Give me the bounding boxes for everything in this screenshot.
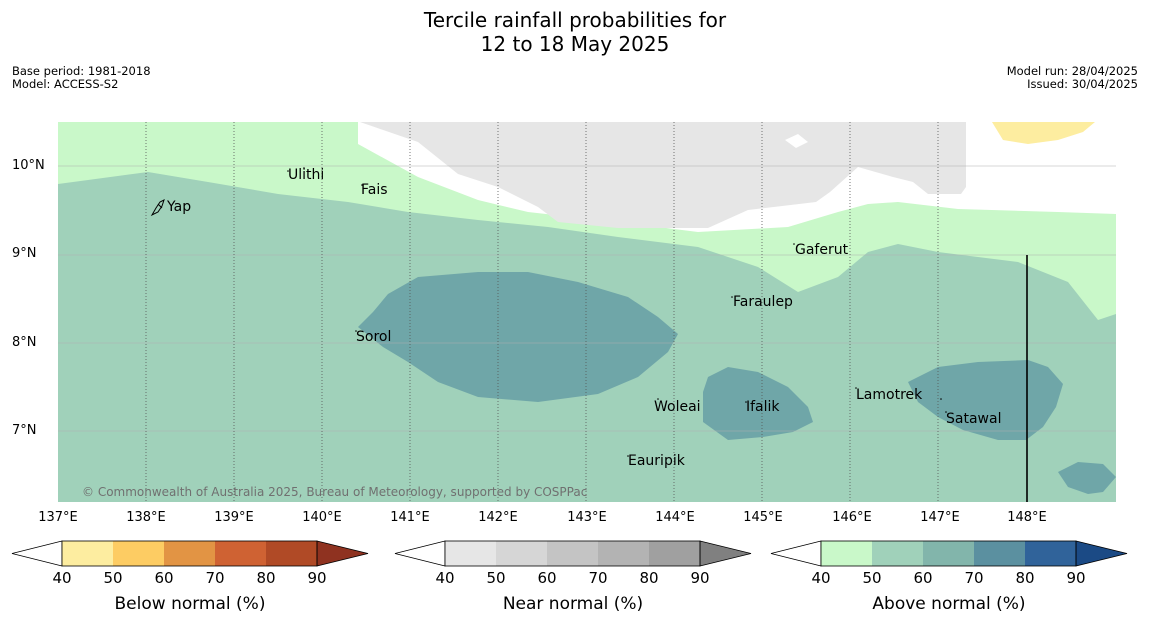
near-normal-40-patch: [785, 134, 808, 148]
lon-label-147e: 147°E: [920, 510, 960, 525]
colorbar-below-swatch: [113, 541, 164, 566]
above-tick: 70: [964, 569, 984, 587]
near-tick: 70: [588, 569, 608, 587]
colorbar-near-normal: [394, 540, 752, 568]
above-tick: 90: [1066, 569, 1086, 587]
place-label-ulithi: Ulithi: [288, 167, 325, 183]
map-canvas: [58, 122, 1116, 502]
colorbar-above-swatch: [923, 541, 974, 566]
place-label-lamotrek: Lamotrek: [856, 387, 923, 403]
above-normal-60-region-center: [358, 272, 678, 402]
near-tick: 90: [690, 569, 710, 587]
probability-map: [58, 122, 1116, 502]
lat-label-7n: 7°N: [12, 423, 37, 438]
colorbar-above-swatch: [872, 541, 923, 566]
colorbar-below-normal: [11, 540, 369, 568]
colorbar-near-swatch: [445, 541, 496, 566]
below-tick: 70: [205, 569, 225, 587]
near-normal-40-region: [360, 122, 966, 228]
below-normal-label: Below normal (%): [114, 594, 266, 614]
colorbar-above-swatch: [1025, 541, 1076, 566]
colorbar-below-swatch: [215, 541, 266, 566]
meta-right: Model run: 28/04/2025 Issued: 30/04/2025: [1007, 65, 1138, 91]
colorbar-near-swatch: [496, 541, 547, 566]
base-period: Base period: 1981-2018: [12, 64, 151, 78]
lon-label-148e: 148°E: [1007, 510, 1047, 525]
lon-label-139e: 139°E: [214, 510, 254, 525]
map-title: Tercile rainfall probabilities for 12 to…: [0, 8, 1150, 56]
above-normal-60-region-ifalik: [703, 367, 813, 440]
colorbar-near-swatch: [700, 541, 751, 566]
colorbar-near-swatch: [547, 541, 598, 566]
below-tick: 90: [307, 569, 327, 587]
above-tick: 80: [1015, 569, 1035, 587]
colorbar-near-swatch: [598, 541, 649, 566]
place-label-yap: Yap: [167, 199, 192, 215]
colorbar-above-swatch: [821, 541, 872, 566]
lon-label-138e: 138°E: [126, 510, 166, 525]
below-tick: 80: [256, 569, 276, 587]
above-normal-label: Above normal (%): [872, 594, 1026, 614]
longitude-gridlines: [145, 122, 939, 502]
lon-label-143e: 143°E: [567, 510, 607, 525]
place-label-satawal: Satawal: [946, 411, 1002, 427]
lon-label-137e: 137°E: [38, 510, 78, 525]
island-dots: [287, 167, 947, 457]
place-label-gaferut: Gaferut: [795, 242, 849, 258]
above-tick: 60: [913, 569, 933, 587]
colorbar-near-swatch: [649, 541, 700, 566]
yap-island-outline: [150, 199, 165, 217]
lon-label-141e: 141°E: [390, 510, 430, 525]
place-label-faraulep: Faraulep: [733, 294, 793, 310]
place-label-eauripik: Eauripik: [628, 453, 685, 469]
place-label-woleai: Woleai: [654, 399, 701, 415]
issued-date: Issued: 30/04/2025: [1027, 77, 1138, 91]
colorbar-below-svg: [11, 540, 369, 567]
colorbar-above-svg: [770, 540, 1128, 567]
lon-label-140e: 140°E: [302, 510, 342, 525]
colorbar-above-swatch: [1076, 541, 1127, 566]
above-normal-60-region-se: [1058, 462, 1116, 494]
near-tick: 50: [486, 569, 506, 587]
colorbar-above-normal: [770, 540, 1128, 568]
near-tick: 60: [537, 569, 557, 587]
lat-label-10n: 10°N: [12, 158, 45, 173]
below-tick: 60: [154, 569, 174, 587]
place-label-fais: Fais: [361, 182, 388, 198]
lon-label-144e: 144°E: [655, 510, 695, 525]
below-tick: 40: [52, 569, 72, 587]
title-line-1: Tercile rainfall probabilities for: [423, 8, 727, 32]
near-tick: 40: [435, 569, 455, 587]
lon-label-145e: 145°E: [743, 510, 783, 525]
above-tick: 40: [811, 569, 831, 587]
colorbar-above-swatch: [974, 541, 1025, 566]
lat-label-9n: 9°N: [12, 246, 37, 261]
title-line-2: 12 to 18 May 2025: [480, 32, 670, 56]
colorbar-below-swatch: [266, 541, 317, 566]
lon-label-142e: 142°E: [478, 510, 518, 525]
near-tick: 80: [639, 569, 659, 587]
model-run: Model run: 28/04/2025: [1006, 64, 1138, 78]
meta-left: Base period: 1981-2018 Model: ACCESS-S2: [12, 65, 151, 91]
place-label-sorol: Sorol: [356, 329, 392, 345]
colorbar-near-svg: [394, 540, 752, 567]
above-normal-60-region-satawal: [908, 360, 1063, 440]
colorbar-below-swatch: [164, 541, 215, 566]
model-name: Model: ACCESS-S2: [12, 77, 119, 91]
below-tick: 50: [103, 569, 123, 587]
place-label-ifalik: Ifalik: [746, 399, 780, 415]
lon-label-146e: 146°E: [832, 510, 872, 525]
copyright-notice: © Commonwealth of Australia 2025, Bureau…: [82, 485, 588, 499]
near-normal-label: Near normal (%): [502, 594, 644, 614]
colorbar-below-swatch: [62, 541, 113, 566]
lat-label-8n: 8°N: [12, 335, 37, 350]
colorbar-below-swatch: [317, 541, 368, 566]
below-normal-40-region: [992, 122, 1095, 144]
above-tick: 50: [862, 569, 882, 587]
